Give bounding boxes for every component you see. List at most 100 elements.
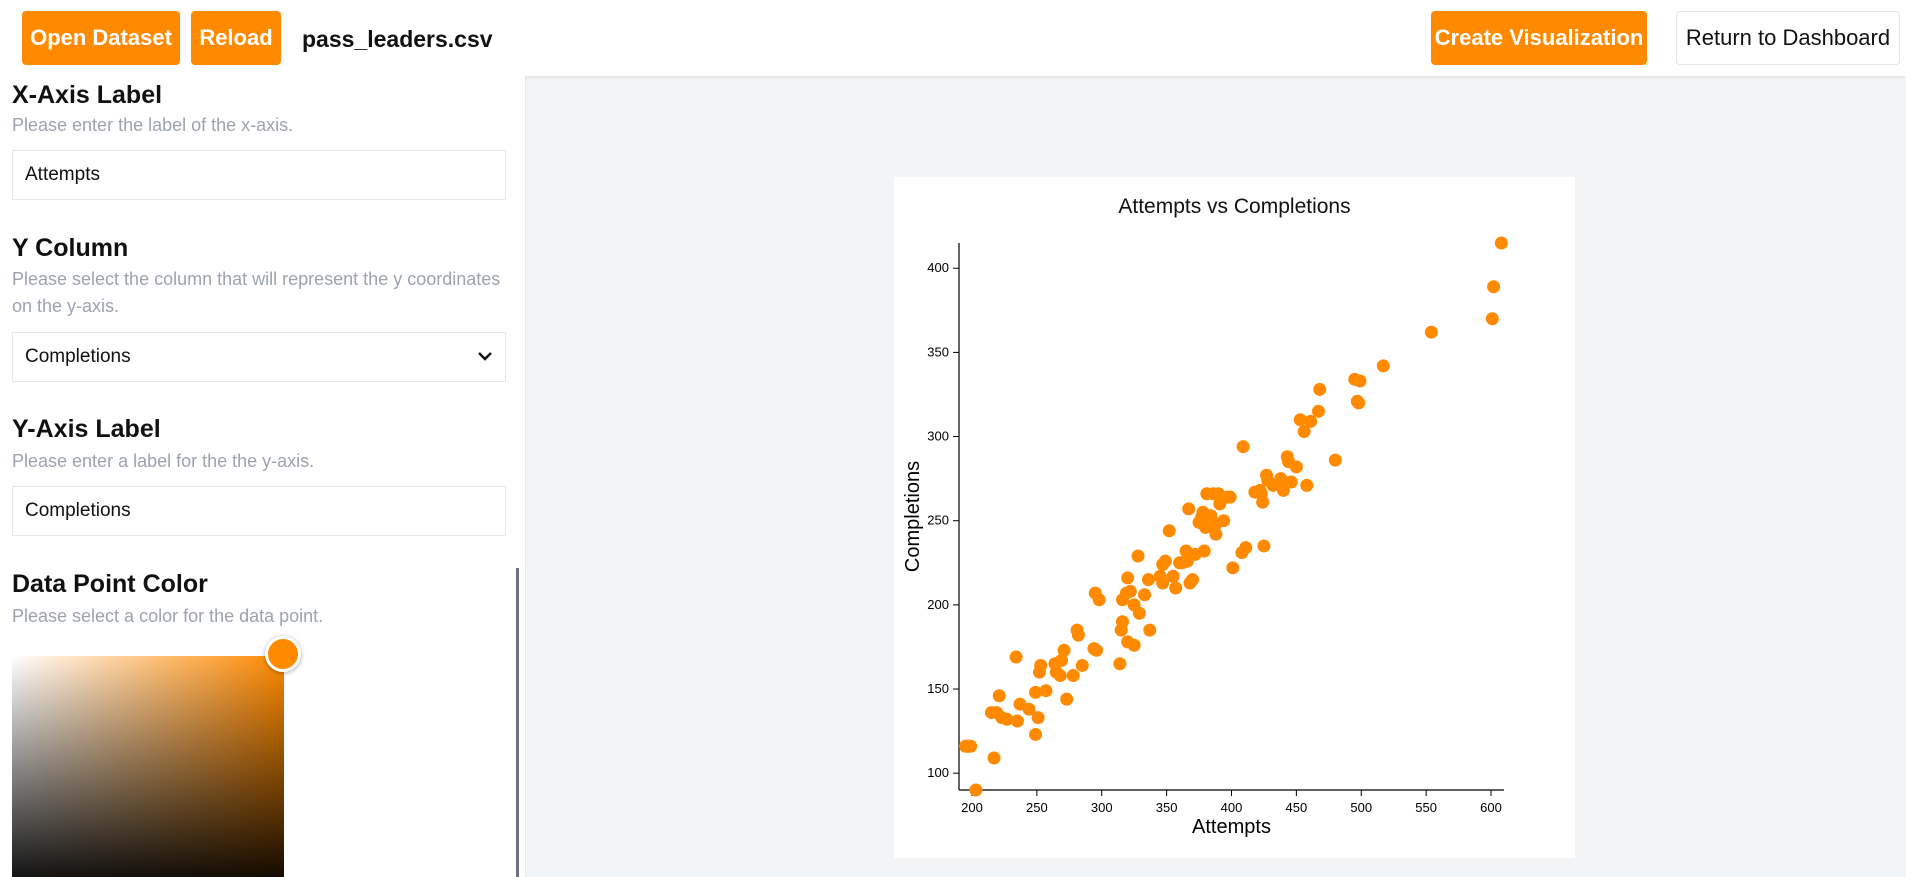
data-point <box>1169 581 1183 595</box>
data-point <box>1424 325 1438 339</box>
data-point <box>1000 712 1014 726</box>
data-point <box>1162 524 1176 538</box>
data-point <box>1256 495 1270 509</box>
y-tick-label: 100 <box>927 765 949 780</box>
data-point <box>1274 472 1288 486</box>
y-tick-label: 200 <box>927 597 949 612</box>
dataset-filename: pass_leaders.csv <box>302 26 493 52</box>
settings-sidebar[interactable]: X-Axis Label Please enter the label of t… <box>0 76 526 877</box>
data-point <box>1009 650 1023 664</box>
data-point <box>1158 554 1172 568</box>
x-tick-label: 250 <box>1026 800 1048 815</box>
x-tick-label: 550 <box>1415 800 1437 815</box>
y-column-desc: Please select the column that will repre… <box>12 269 501 316</box>
x-tick-label: 200 <box>961 800 983 815</box>
data-point <box>964 739 978 753</box>
data-point <box>1297 425 1311 439</box>
y-column-title: Y Column <box>12 234 129 262</box>
x-axis-label-desc: Please enter the label of the x-axis. <box>12 115 294 135</box>
data-point <box>1053 669 1067 683</box>
data-point <box>1257 539 1271 553</box>
y-tick-label: 350 <box>927 344 949 359</box>
data-point <box>1090 643 1104 657</box>
x-tick-label: 600 <box>1480 800 1502 815</box>
sidebar-scrollbar[interactable] <box>516 568 519 877</box>
data-point <box>1289 460 1303 474</box>
data-point <box>1217 514 1231 528</box>
data-point <box>1487 280 1501 294</box>
y-tick-label: 300 <box>927 429 949 444</box>
data-point <box>992 689 1006 703</box>
data-point <box>1353 374 1367 388</box>
data-point <box>1156 576 1170 590</box>
y-axis-label: Completions <box>902 461 924 572</box>
data-point <box>1304 414 1318 428</box>
x-axis-label: Attempts <box>1192 816 1271 838</box>
data-point <box>987 751 1001 765</box>
x-axis-label-input[interactable]: Attempts <box>12 150 506 200</box>
create-visualization-button[interactable]: Create Visualization <box>1431 11 1647 65</box>
reload-button[interactable]: Reload <box>191 11 281 65</box>
data-point <box>1022 702 1036 716</box>
data-point <box>1209 527 1223 541</box>
return-to-dashboard-button[interactable]: Return to Dashboard <box>1676 11 1900 65</box>
data-point <box>1060 692 1074 706</box>
y-tick-label: 150 <box>927 681 949 696</box>
chevron-down-icon <box>478 352 492 361</box>
data-point-color-title: Data Point Color <box>12 570 208 598</box>
data-point <box>1131 549 1145 563</box>
open-dataset-button[interactable]: Open Dataset <box>22 11 180 65</box>
data-point <box>1197 544 1211 558</box>
data-point <box>1010 714 1024 728</box>
data-point <box>1485 312 1499 326</box>
x-tick-label: 350 <box>1156 800 1178 815</box>
y-tick-label: 400 <box>927 260 949 275</box>
data-point <box>1123 584 1137 598</box>
data-point <box>1236 440 1250 454</box>
data-point <box>1494 236 1508 250</box>
color-picker-handle[interactable] <box>265 636 301 672</box>
data-point <box>1182 502 1196 516</box>
data-point <box>1113 657 1127 671</box>
data-point <box>969 783 983 797</box>
data-point <box>1239 541 1253 555</box>
data-point <box>1055 653 1069 667</box>
data-point <box>1199 520 1213 534</box>
y-column-selected-value: Completions <box>25 346 131 367</box>
data-point <box>1071 628 1085 642</box>
scatter-chart: 200 250 300 350 400 450 500 550 600 100 150 200 250 3… <box>902 236 1508 838</box>
data-point <box>1284 475 1298 489</box>
data-point <box>1352 396 1366 410</box>
data-point <box>1031 711 1045 725</box>
y-axis-label-input[interactable]: Completions <box>12 486 506 536</box>
data-point <box>1143 623 1157 637</box>
data-point <box>1166 569 1180 583</box>
data-point <box>1132 606 1146 620</box>
data-point <box>1034 658 1048 672</box>
x-axis-label-title: X-Axis Label <box>12 81 163 109</box>
data-point <box>1075 658 1089 672</box>
data-point <box>1127 638 1141 652</box>
data-point-color-desc: Please select a color for the data point… <box>12 606 324 626</box>
y-axis-label-title: Y-Axis Label <box>12 415 161 443</box>
data-point <box>1141 573 1155 587</box>
data-point <box>1029 685 1043 699</box>
x-tick-label: 450 <box>1286 800 1308 815</box>
data-point <box>1138 588 1152 602</box>
data-point <box>1276 483 1290 497</box>
y-column-select[interactable]: Completions <box>12 332 506 382</box>
x-tick-label: 500 <box>1350 800 1372 815</box>
data-point <box>1376 359 1390 373</box>
chart-title: Attempts vs Completions <box>1118 195 1351 218</box>
data-point <box>1121 571 1135 585</box>
data-point <box>1039 684 1053 698</box>
color-saturation-picker[interactable] <box>12 656 284 877</box>
data-point <box>1313 382 1327 396</box>
data-point <box>1311 404 1325 418</box>
data-point <box>1293 413 1307 427</box>
x-tick-label: 300 <box>1091 800 1113 815</box>
chart-card: Attempts vs Completions 200 250 300 350 400 4… <box>894 177 1575 858</box>
data-point <box>1066 669 1080 683</box>
data-point <box>1328 453 1342 467</box>
y-tick-label: 250 <box>927 513 949 528</box>
